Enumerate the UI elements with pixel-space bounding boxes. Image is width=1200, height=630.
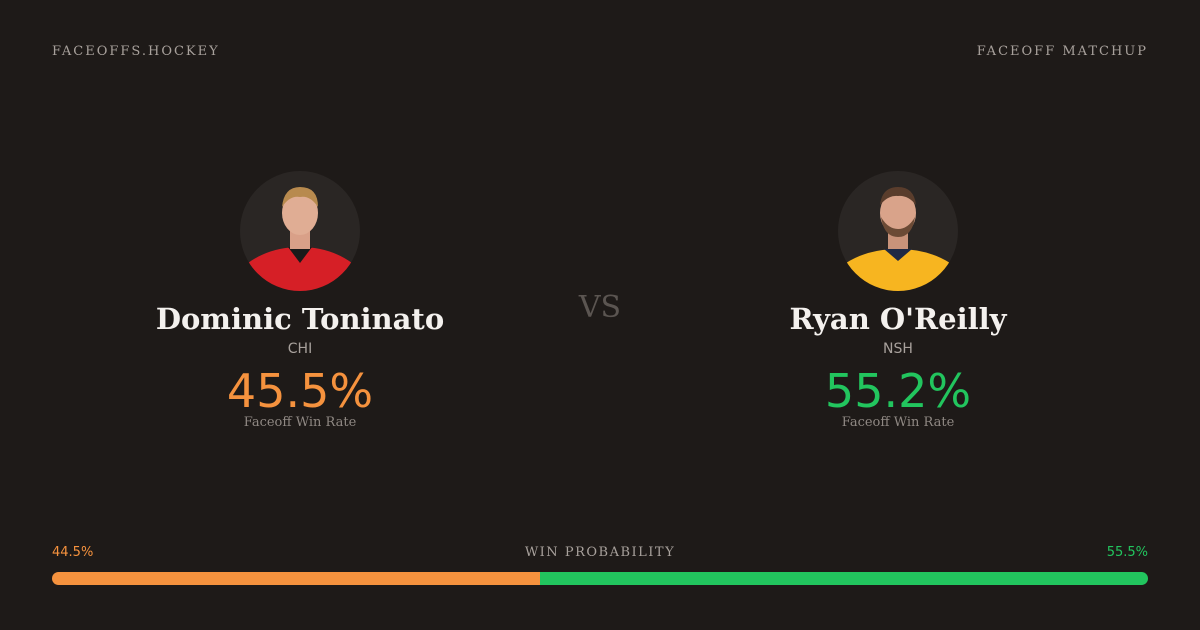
- player-name: Dominic Toninato: [155, 302, 445, 336]
- card-label: FACEOFF MATCHUP: [976, 44, 1148, 59]
- player-card: Ryan O'Reilly NSH 55.2% Faceoff Win Rate: [688, 171, 1108, 430]
- left-segment: [52, 572, 540, 585]
- right-segment: [539, 572, 1148, 585]
- player-card: Dominic Toninato CHI 45.5% Faceoff Win R…: [90, 171, 510, 430]
- team: CHI: [287, 341, 313, 357]
- win-rate: 55.2%: [824, 364, 972, 418]
- team: NSH: [883, 341, 913, 357]
- right-probability: 55.5%: [1106, 545, 1148, 560]
- avatar: [240, 171, 360, 291]
- left-probability: 44.5%: [52, 545, 94, 560]
- brand: FACEOFFS.HOCKEY: [52, 44, 220, 59]
- win-rate-label: Faceoff Win Rate: [243, 415, 357, 430]
- win-rate: 45.5%: [226, 364, 374, 418]
- avatar: [838, 171, 958, 291]
- probability-title: WIN PROBABILITY: [524, 545, 676, 560]
- win-rate-label: Faceoff Win Rate: [841, 415, 955, 430]
- vs: VS: [578, 290, 622, 325]
- player-name: Ryan O'Reilly: [789, 302, 1007, 336]
- probability-bar: [52, 572, 1148, 585]
